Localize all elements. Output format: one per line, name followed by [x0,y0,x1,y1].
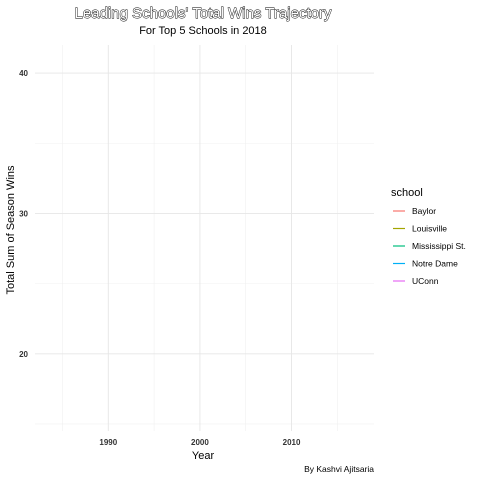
chart-subtitle: For Top 5 Schools in 2018 [139,25,267,37]
y-tick-label: 30 [19,209,28,218]
y-axis-title: Total Sum of Season Wins [5,165,17,295]
x-axis-title: Year [192,450,215,462]
x-tick-label: 2000 [191,438,209,447]
x-tick-label: 2010 [283,438,301,447]
x-tick-label: 1990 [99,438,117,447]
legend-label: UConn [412,276,439,286]
legend-label: Notre Dame [412,259,458,269]
chart-title: Leading Schools' Total Wins Trajectory [75,5,332,22]
y-tick-label: 40 [19,69,28,78]
grid [35,45,374,431]
ticks: 20 30 40 1990 2000 2010 [19,69,301,447]
chart-caption: By Kashvi Ajitsaria [304,464,374,474]
legend-label: Mississippi St. [412,241,466,251]
legend: school Baylor Louisville Mississippi St. No… [391,187,466,286]
y-tick-label: 20 [19,350,28,359]
legend-label: Baylor [412,206,436,216]
legend-label: Louisville [412,224,447,234]
legend-title: school [391,187,423,199]
